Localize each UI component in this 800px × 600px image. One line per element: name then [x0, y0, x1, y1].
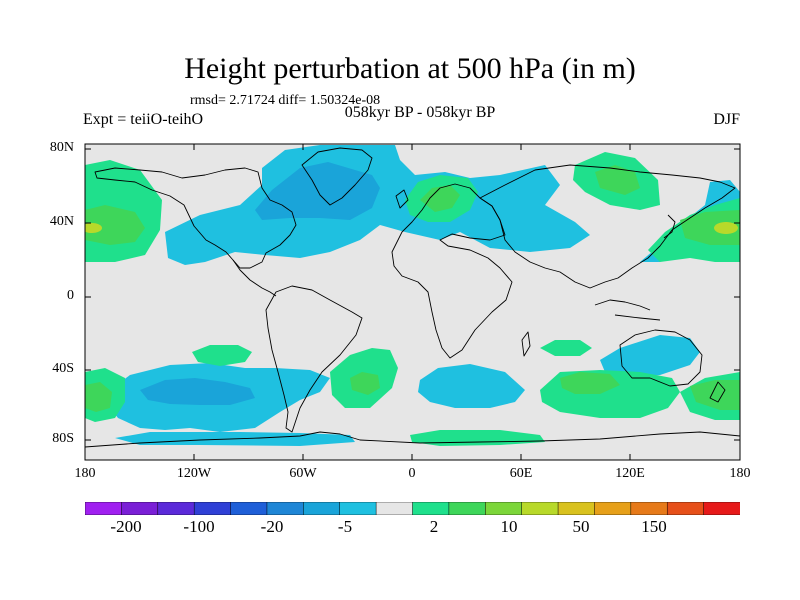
colorbar-swatch	[266, 502, 305, 515]
lat-label-0: 0	[67, 288, 74, 303]
colorbar-swatch	[339, 502, 377, 515]
colorbar-swatch	[666, 502, 705, 515]
colorbar-swatch	[594, 502, 632, 515]
colorbar	[85, 502, 740, 515]
uk-coast	[395, 189, 409, 209]
south-america-coast	[265, 285, 363, 433]
colorbar-swatch	[375, 502, 414, 515]
new-zealand-coast	[709, 381, 726, 403]
colorbar-label-10: 10	[500, 517, 518, 536]
japan-coast	[663, 214, 676, 239]
lat-label-80n: 80N	[49, 140, 74, 155]
colorbar-label-neg100: -100	[183, 517, 215, 536]
lon-label-120e: 120E	[615, 466, 645, 481]
greenland-coast	[301, 147, 373, 206]
lon-label-180e: 180	[729, 466, 751, 481]
lat-label-80s: 80S	[52, 431, 74, 446]
colorbar-swatch	[121, 502, 159, 515]
colorbar-swatch	[703, 502, 740, 515]
colorbar-label-150: 150	[641, 517, 667, 536]
lon-label-0: 0	[408, 466, 416, 481]
colorbar-swatch	[157, 502, 195, 515]
colorbar-label-2: 2	[429, 517, 439, 536]
lat-label-40s: 40S	[52, 361, 74, 376]
colorbar-swatch	[521, 502, 559, 515]
tick-marks	[84, 144, 741, 460]
colorbar-label-neg20: -20	[260, 517, 284, 536]
lon-label-180w: 180	[74, 466, 96, 481]
indonesia-coast	[594, 299, 661, 321]
lon-label-60w: 60W	[289, 466, 317, 481]
positive-anomaly-peaks	[85, 222, 738, 234]
colorbar-swatch	[630, 502, 668, 515]
colorbar-swatch	[193, 502, 232, 515]
coastlines	[85, 147, 740, 448]
rmsd-diff-stats: rmsd= 2.71724 diff= 1.50324e-08	[190, 93, 381, 108]
asia-coast	[479, 164, 736, 289]
colorbar-swatch	[412, 502, 450, 515]
north-america-coast	[94, 167, 297, 269]
lat-label-40n: 40N	[49, 214, 74, 229]
colorbar-label-50: 50	[572, 517, 590, 536]
lon-label-60e: 60E	[509, 466, 533, 481]
colorbar-swatch	[230, 502, 268, 515]
lon-label-120w: 120W	[176, 466, 212, 481]
colorbar-swatch	[557, 502, 596, 515]
positive-anomaly-cores	[85, 165, 740, 412]
colorbar-label-neg200: -200	[110, 517, 142, 536]
madagascar-coast	[521, 331, 531, 357]
australia-coast	[619, 329, 703, 387]
plot-title: Height perturbation at 500 hPa (in m)	[184, 52, 636, 85]
antarctica-coast	[85, 431, 740, 448]
colorbar-swatch	[448, 502, 487, 515]
experiment-label: Expt = teiiO-teihO	[83, 111, 204, 128]
period-label: 058kyr BP - 058kyr BP	[344, 104, 496, 121]
season-label: DJF	[713, 111, 740, 128]
europe-africa-coast	[391, 183, 513, 359]
colorbar-swatch	[85, 502, 123, 515]
colorbar-label-neg5: -5	[337, 517, 353, 536]
colorbar-swatch	[485, 502, 523, 515]
central-america-coast	[232, 259, 277, 297]
colorbar-swatch	[303, 502, 341, 515]
